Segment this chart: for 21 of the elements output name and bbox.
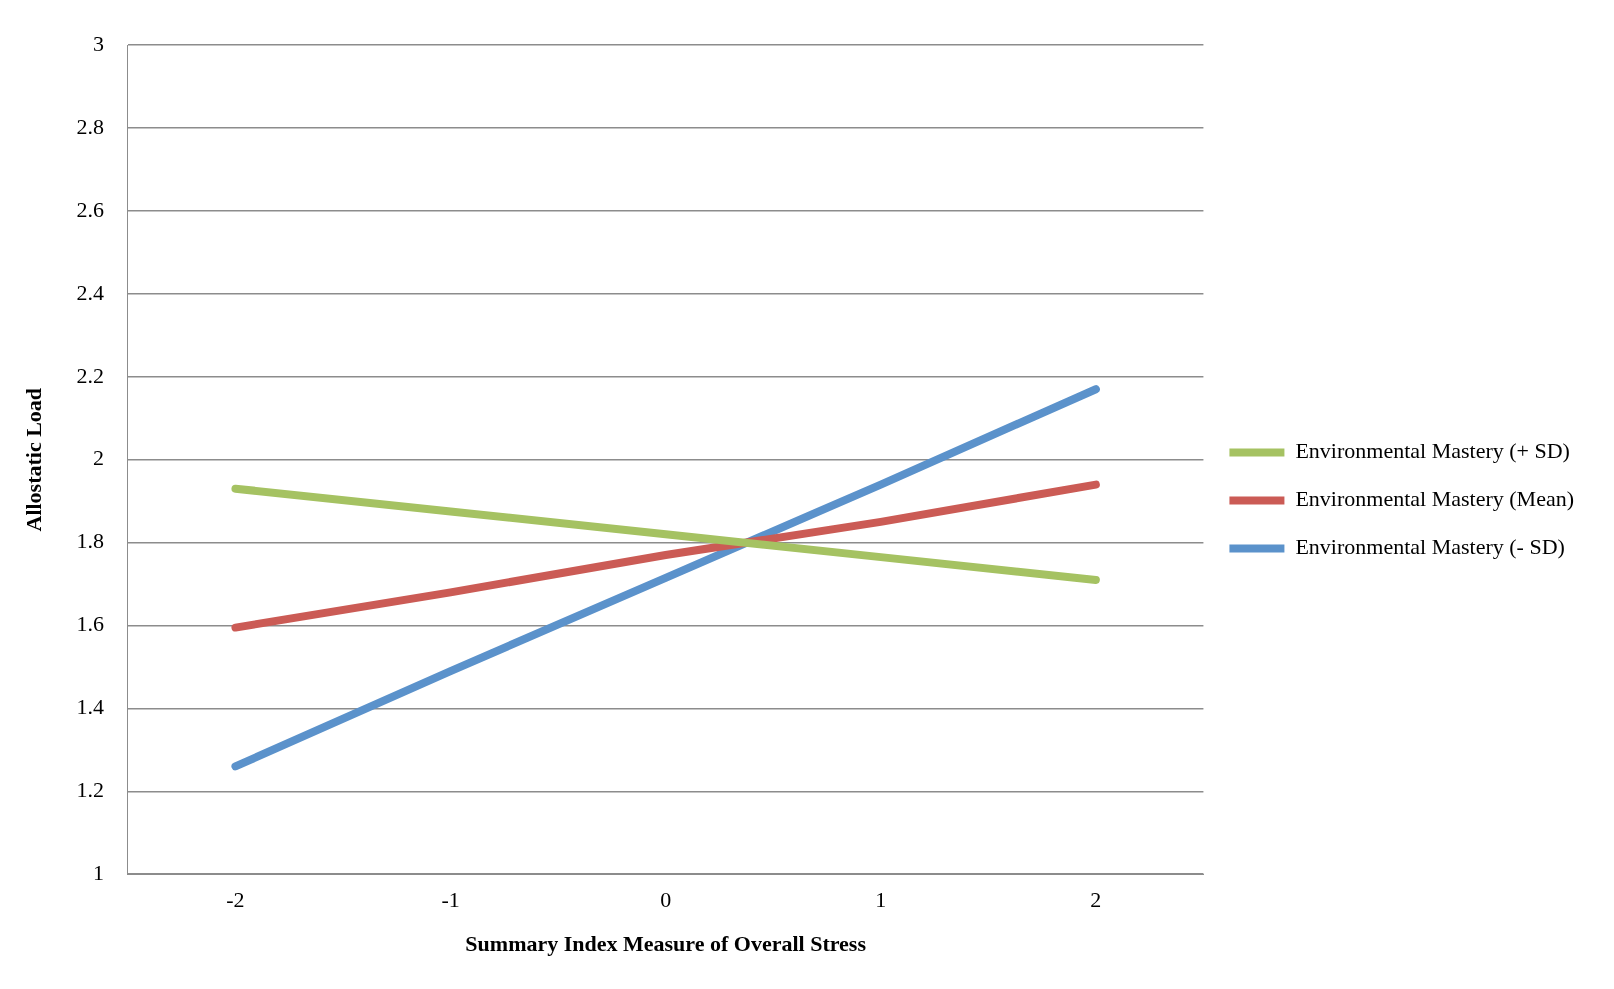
legend-label: Environmental Mastery (- SD) [1295, 534, 1565, 560]
y-tick-label: 2 [92, 445, 104, 471]
legend-label: Environmental Mastery (+ SD) [1295, 438, 1570, 464]
y-tick-label: 1.2 [76, 777, 104, 803]
x-tick-label: 2 [1090, 887, 1102, 913]
y-tick-label: 2.2 [76, 362, 104, 388]
x-tick-label: -1 [441, 887, 460, 913]
y-tick-label: 2.8 [76, 113, 104, 139]
x-tick-label: 1 [875, 887, 887, 913]
y-tick-label: 1 [92, 859, 104, 885]
y-tick-label: 1.8 [76, 528, 104, 554]
y-axis-title: Allostatic Load [20, 387, 46, 532]
x-axis-title: Summary Index Measure of Overall Stress [465, 931, 867, 957]
x-tick-label: -2 [226, 887, 245, 913]
y-tick-label: 2.4 [76, 279, 104, 305]
legend-label: Environmental Mastery (Mean) [1295, 486, 1574, 512]
y-tick-label: 2.6 [76, 196, 104, 222]
x-tick-label: 0 [660, 887, 672, 913]
y-tick-label: 3 [92, 30, 104, 56]
y-tick-label: 1.6 [76, 611, 104, 637]
y-tick-label: 1.4 [76, 694, 104, 720]
